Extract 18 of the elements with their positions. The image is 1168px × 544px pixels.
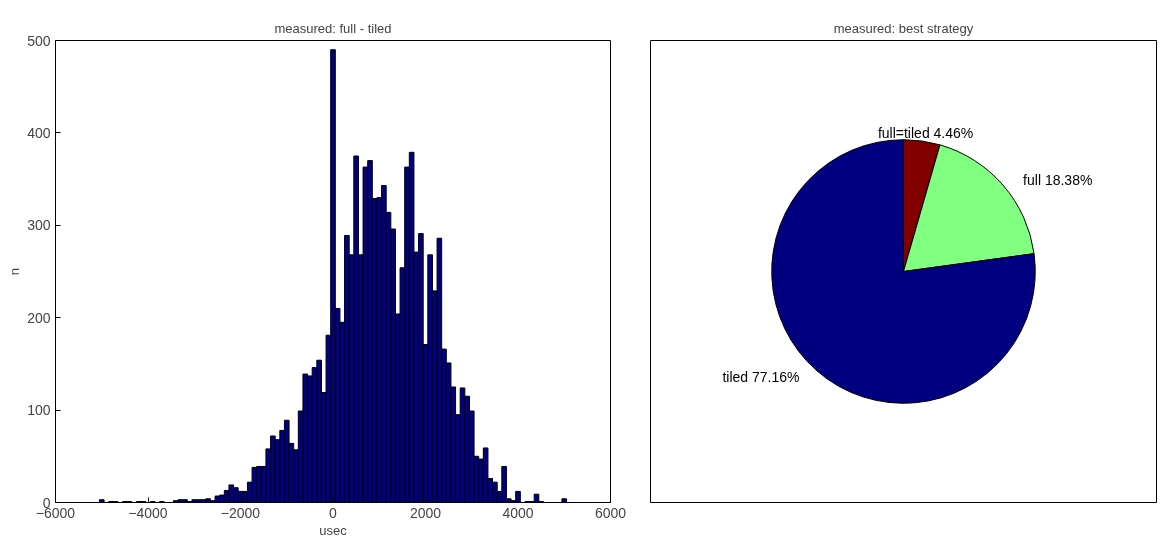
x-tick-label: 4000	[502, 504, 534, 521]
x-tick-label: 6000	[594, 504, 627, 521]
y-tick-label: 100	[27, 402, 51, 419]
x-tick-label: −2000	[220, 504, 261, 521]
y-tick-label: 300	[27, 217, 51, 234]
x-tick-label: 2000	[409, 504, 442, 521]
y-tick-label: 500	[27, 32, 51, 49]
x-tick-label: −4000	[128, 504, 168, 521]
slice-label: full=tiled 4.46%	[877, 124, 974, 141]
chart-title: measured: best strategy	[833, 20, 974, 36]
x-axis-title: usec	[319, 522, 348, 538]
x-tick-label: 0	[329, 504, 338, 521]
slice-label: full 18.38%	[1023, 171, 1093, 188]
y-tick-label: 200	[27, 309, 51, 326]
slice-label: tiled 77.16%	[722, 368, 800, 385]
chart-title: measured: full - tiled	[274, 20, 392, 36]
y-tick-label: 400	[27, 124, 51, 141]
y-axis-title: n	[7, 267, 23, 276]
